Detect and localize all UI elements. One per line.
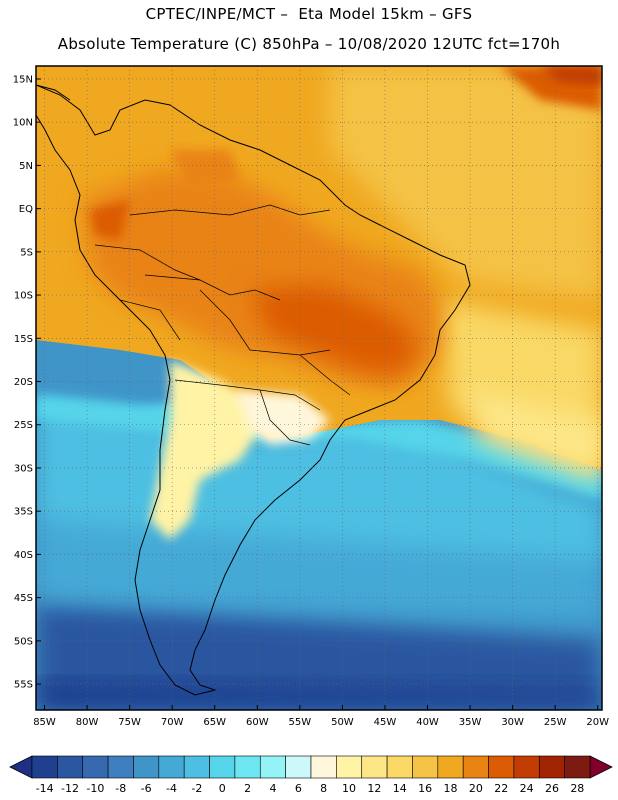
colorbar-swatch (336, 755, 363, 779)
colorbar-label: 4 (269, 782, 276, 795)
colorbar-swatch (285, 755, 312, 779)
colorbar-swatch (386, 755, 413, 779)
colorbar-label: 24 (520, 782, 534, 795)
colorbar-swatch (310, 755, 337, 779)
lon-label: 20W (586, 717, 609, 728)
map-title-line-2: Absolute Temperature (C) 850hPa – 10/08/… (57, 35, 561, 53)
colorbar-label: 12 (367, 782, 381, 795)
lat-label: 35S (14, 507, 33, 518)
colorbar-label: -14 (36, 782, 54, 795)
colorbar-swatch (82, 755, 109, 779)
colorbar-label: 14 (393, 782, 407, 795)
colorbar (9, 755, 613, 779)
colorbar-label: 2 (244, 782, 251, 795)
lon-label: 25W (544, 717, 567, 728)
colorbar-label: -12 (61, 782, 79, 795)
colorbar-label: -10 (86, 782, 104, 795)
lon-label: 85W (33, 717, 56, 728)
colorbar-swatch (538, 755, 565, 779)
lat-label: 55S (14, 680, 33, 691)
colorbar-swatch (462, 755, 489, 779)
lat-label: 15S (14, 334, 33, 345)
lon-label: 80W (76, 717, 99, 728)
colorbar-labels: -14 -12 -10 -8 -6 -4 -2 0 2 4 6 8 10 12 14 16 18 20 22 24 26… (36, 782, 585, 795)
lon-label: 55W (289, 717, 312, 728)
lat-label: 10S (14, 291, 33, 302)
colorbar-swatch (437, 755, 464, 779)
colorbar-swatch (361, 755, 388, 779)
gridlines (36, 66, 602, 710)
colorbar-label: -6 (141, 782, 152, 795)
lon-label: 60W (246, 717, 269, 728)
colorbar-swatch (31, 755, 58, 779)
map-frame (35, 65, 603, 711)
coastlines (36, 84, 471, 696)
lon-label: 65W (203, 717, 226, 728)
colorbar-swatch (107, 755, 134, 779)
colorbar-swatch (259, 755, 286, 779)
colorbar-swatch (513, 755, 540, 779)
lat-label: 5N (19, 161, 33, 172)
longitude-labels: 85W 80W 75W 70W 65W 60W 55W 50W 45W 40W 35W 30W 25W 2… (33, 705, 609, 728)
lat-label: 45S (14, 593, 33, 604)
colorbar-label: 16 (418, 782, 432, 795)
colorbar-low-arrow (9, 755, 33, 779)
colorbar-high-arrow (589, 755, 613, 779)
lat-label: EQ (19, 204, 33, 215)
lat-label: 50S (14, 636, 33, 647)
lat-label: 30S (14, 463, 33, 474)
colorbar-label: 0 (219, 782, 226, 795)
temperature-field (36, 66, 602, 710)
lat-label: 15N (13, 74, 33, 85)
colorbar-label: -2 (191, 782, 202, 795)
colorbar-swatch (234, 755, 261, 779)
colorbar-label: -4 (166, 782, 177, 795)
lon-label: 70W (161, 717, 184, 728)
map-title-line-1: CPTEC/INPE/MCT – Eta Model 15km – GFS (145, 5, 473, 23)
lon-label: 50W (331, 717, 354, 728)
colorbar-label: 10 (342, 782, 356, 795)
lon-label: 45W (374, 717, 397, 728)
colorbar-swatch (57, 755, 84, 779)
colorbar-swatch (209, 755, 236, 779)
lat-label: 25S (14, 420, 33, 431)
colorbar-label: 28 (570, 782, 584, 795)
colorbar-label: 6 (295, 782, 302, 795)
latitude-labels: 15N 10N 5N EQ 5S 10S 15S 20S 25S 30S 35S 40S 45S 50S 5… (13, 74, 41, 691)
lat-label: 5S (20, 247, 33, 258)
lon-label: 75W (118, 717, 141, 728)
colorbar-label: 20 (469, 782, 483, 795)
lon-label: 35W (459, 717, 482, 728)
colorbar-label: 18 (444, 782, 458, 795)
colorbar-swatch (158, 755, 185, 779)
colorbar-swatch (564, 755, 591, 779)
country-borders (94, 204, 351, 446)
colorbar-swatch (133, 755, 160, 779)
colorbar-label: -8 (115, 782, 126, 795)
colorbar-label: 22 (494, 782, 508, 795)
lat-label: 20S (14, 377, 33, 388)
colorbar-swatch (183, 755, 210, 779)
colorbar-swatch (488, 755, 515, 779)
lat-label: 40S (14, 550, 33, 561)
lat-label: 10N (13, 118, 33, 129)
lon-label: 30W (501, 717, 524, 728)
colorbar-label: 26 (545, 782, 559, 795)
lon-label: 40W (416, 717, 439, 728)
colorbar-label: 8 (320, 782, 327, 795)
colorbar-swatch (412, 755, 439, 779)
